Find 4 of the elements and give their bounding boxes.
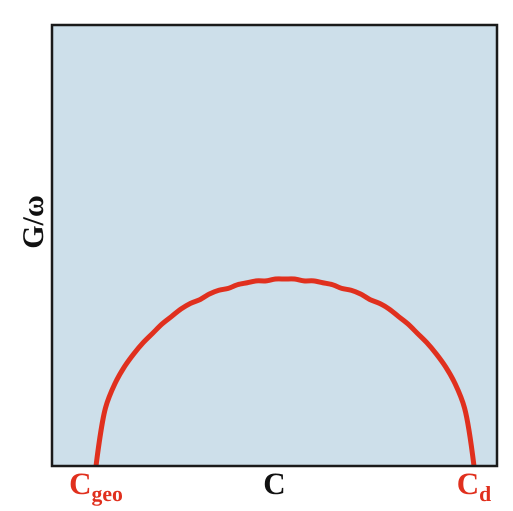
x-axis-title: C (263, 466, 286, 501)
y-axis-title: G/ω (17, 195, 50, 249)
x-tick-label: C$_{d}$ (456, 466, 492, 506)
x-tick-label: C$_{geo}$ (69, 466, 123, 506)
